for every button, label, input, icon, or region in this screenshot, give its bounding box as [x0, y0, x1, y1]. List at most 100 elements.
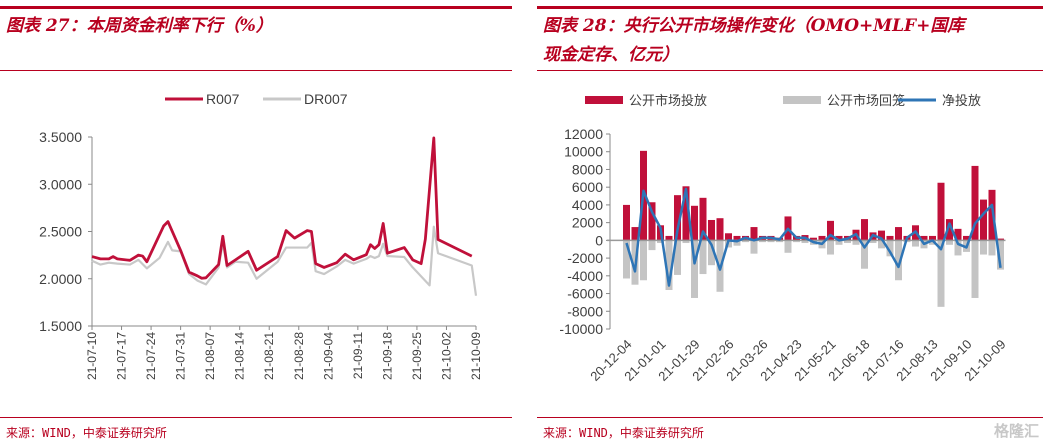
legend-label-r007: R007: [206, 91, 240, 107]
x-tick-label: 21-10-02: [439, 332, 453, 380]
y-tick-label: 3.5000: [39, 129, 82, 145]
y-tick-label: 6000: [572, 179, 603, 195]
bar-maturity: [835, 240, 843, 245]
bar-maturity: [827, 240, 834, 255]
bar-injection: [895, 227, 902, 241]
bar-maturity: [708, 240, 715, 266]
bar-maturity: [878, 240, 885, 249]
legend-swatch-0: [585, 96, 623, 104]
y-tick-label: 3.0000: [39, 176, 82, 192]
bar-maturity: [988, 240, 996, 256]
bar-injection: [878, 230, 885, 241]
bar-injection: [750, 227, 758, 241]
x-tick-label: 21-09-25: [410, 332, 424, 380]
footer-rule: [537, 417, 1043, 418]
bar-maturity: [648, 240, 656, 251]
bar-maturity: [776, 240, 783, 243]
bar-injection: [861, 219, 868, 241]
bar-maturity: [682, 240, 690, 244]
bar-injection: [810, 237, 817, 241]
title-line-2: 现金定存、亿元）: [543, 45, 679, 65]
x-tick-label: 21-08-21: [262, 332, 276, 380]
bar-injection: [665, 235, 673, 241]
bar-injection: [716, 218, 724, 241]
title-top-rule: [0, 6, 512, 9]
bar-maturity: [674, 240, 681, 275]
title-line-1: 图表 28：央行公开市场操作变化（OMO+MLF+国库: [543, 16, 965, 36]
y-tick-label: 8000: [572, 161, 603, 177]
y-tick-label: -6000: [567, 286, 603, 302]
bar-maturity: [793, 240, 800, 243]
watermark-logo: 格隆汇: [993, 422, 1039, 440]
x-tick-label: 21-08-14: [233, 332, 247, 380]
footer-rule: [0, 417, 512, 418]
chart-title-28: 图表 28：央行公开市场操作变化（OMO+MLF+国库 现金定存、亿元）: [543, 12, 964, 70]
bar-maturity: [801, 240, 809, 244]
bar-maturity: [750, 240, 758, 254]
bar-maturity: [699, 240, 707, 275]
chart-title-27: 图表 27：本周资金利率下行（%）: [6, 16, 273, 36]
bar-maturity: [869, 240, 877, 244]
bar-maturity: [742, 240, 749, 243]
bar-maturity: [929, 240, 936, 245]
bar-maturity: [844, 240, 851, 244]
bar-maturity: [937, 240, 945, 307]
bar-injection: [937, 182, 945, 241]
legend-label-dr007: DR007: [304, 91, 348, 107]
x-tick-label: 21-07-10: [85, 332, 99, 380]
series-line-r007: [91, 136, 473, 280]
x-tick-label: 21-07-31: [174, 332, 188, 380]
title-top-rule: [537, 6, 1043, 9]
bar-injection: [886, 235, 894, 241]
legend-swatch-1: [783, 96, 821, 104]
y-tick-label: -2000: [567, 250, 603, 266]
bar-maturity: [657, 240, 664, 244]
bar-maturity: [997, 240, 1004, 270]
y-tick-label: 2.0000: [39, 271, 82, 287]
y-tick-label: -4000: [567, 268, 603, 284]
legend-label-2: 净投放: [942, 93, 981, 108]
bar-maturity: [623, 240, 630, 279]
x-tick-label: 21-07-24: [144, 332, 158, 380]
bar-injection: [988, 189, 996, 241]
bar-maturity: [759, 240, 766, 243]
bar-maturity: [912, 240, 919, 247]
bar-maturity: [861, 240, 868, 269]
x-tick-label: 21-09-04: [321, 332, 335, 380]
y-tick-label: 12000: [564, 126, 603, 142]
x-tick-label: 21-08-28: [292, 332, 306, 380]
title-bottom-rule: [0, 70, 512, 71]
bar-injection: [708, 219, 715, 241]
bar-injection: [920, 235, 928, 241]
x-tick-label: 21-09-11: [351, 332, 365, 379]
bar-injection: [954, 228, 962, 241]
bar-injection: [691, 205, 698, 241]
bar-maturity: [691, 240, 698, 298]
y-tick-label: -10000: [559, 321, 603, 337]
bar-maturity: [733, 240, 741, 246]
bar-maturity: [895, 240, 902, 281]
legend-label-0: 公开市场投放: [629, 93, 707, 108]
bar-maturity: [971, 240, 979, 298]
bar-injection: [980, 199, 987, 241]
bar-maturity: [886, 240, 894, 257]
bar-injection: [971, 165, 979, 241]
bar-maturity: [784, 240, 792, 253]
bar-injection: [699, 197, 707, 241]
bar-injection: [648, 202, 656, 241]
source-note: 来源：WIND，中泰证券研究所: [6, 426, 167, 440]
x-tick-label: 21-09-18: [380, 332, 394, 380]
title-bottom-rule: [537, 70, 1043, 71]
y-tick-label: 2000: [572, 215, 603, 231]
y-tick-label: -8000: [567, 303, 603, 319]
bar-maturity: [665, 240, 673, 290]
legend-label-1: 公开市场回笼: [827, 93, 905, 108]
y-tick-label: 0: [595, 232, 603, 248]
right-panel: 图表 28：央行公开市场操作变化（OMO+MLF+国库 现金定存、亿元） 来源：…: [537, 0, 1043, 447]
bar-injection: [963, 235, 970, 241]
bar-injection: [631, 227, 639, 241]
y-tick-label: 10000: [564, 144, 603, 160]
source-note: 来源：WIND，中泰证券研究所: [543, 426, 704, 440]
series-line-net: [625, 187, 1002, 287]
